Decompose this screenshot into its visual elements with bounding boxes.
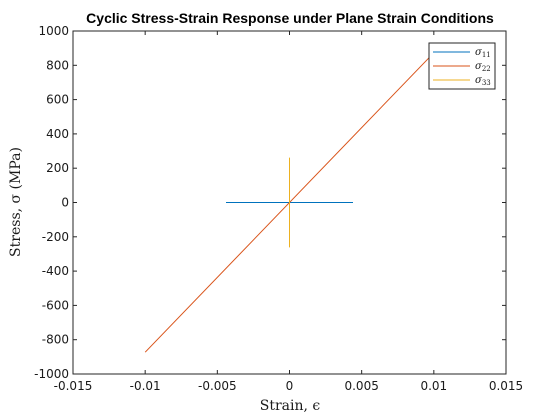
y-tick-label: 800 — [46, 58, 69, 72]
x-axis-label: Strain, ϵ — [260, 398, 321, 414]
legend-entry: σ22 — [475, 61, 491, 73]
y-tick-label: -600 — [42, 298, 69, 312]
legend-entry: σ11 — [475, 47, 491, 59]
legend-entry: σ33 — [475, 75, 491, 87]
x-tick-label: 0.005 — [344, 379, 378, 393]
x-tick-label: -0.01 — [130, 379, 161, 393]
y-axis-label: Stress, σ (MPa) — [8, 147, 24, 257]
y-tick-label: -400 — [42, 264, 69, 278]
series-layer — [144, 52, 435, 353]
x-tick-label: -0.005 — [198, 379, 237, 393]
x-axis: -0.015 -0.01 -0.005 0 0.005 0.01 0.015 — [54, 31, 523, 393]
x-tick-label: 0.01 — [420, 379, 447, 393]
y-tick-label: -800 — [42, 333, 69, 347]
y-tick-label: 1000 — [38, 24, 69, 38]
x-tick-label: 0.015 — [489, 379, 523, 393]
y-tick-label: 600 — [46, 93, 69, 107]
y-tick-label: 200 — [46, 161, 69, 175]
legend: σ11 σ22 σ33 — [428, 42, 496, 90]
y-tick-label: 400 — [46, 127, 69, 141]
y-tick-label: -1000 — [34, 367, 69, 381]
chart-title: Cyclic Stress-Strain Response under Plan… — [86, 10, 494, 26]
y-tick-label: -200 — [42, 230, 69, 244]
x-tick-label: 0 — [286, 379, 294, 393]
x-tick-label: -0.015 — [54, 379, 93, 393]
y-axis: -1000 -800 -600 -400 -200 0 200 400 600 800 1000 — [34, 24, 506, 381]
y-tick-label: 0 — [61, 196, 69, 210]
